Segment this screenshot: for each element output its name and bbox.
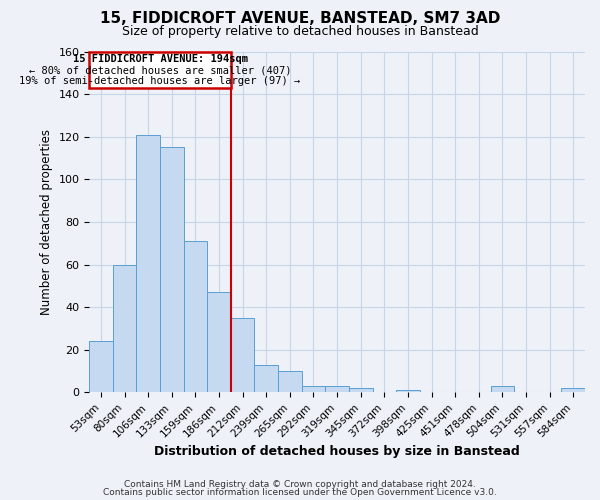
Bar — [254, 364, 278, 392]
Bar — [136, 134, 160, 392]
Bar — [349, 388, 373, 392]
Text: Size of property relative to detached houses in Banstead: Size of property relative to detached ho… — [122, 25, 478, 38]
Bar — [396, 390, 420, 392]
Bar — [325, 386, 349, 392]
Text: Contains HM Land Registry data © Crown copyright and database right 2024.: Contains HM Land Registry data © Crown c… — [124, 480, 476, 489]
Text: 15 FIDDICROFT AVENUE: 194sqm: 15 FIDDICROFT AVENUE: 194sqm — [73, 54, 248, 64]
Bar — [113, 264, 136, 392]
Text: Contains public sector information licensed under the Open Government Licence v3: Contains public sector information licen… — [103, 488, 497, 497]
Text: 15, FIDDICROFT AVENUE, BANSTEAD, SM7 3AD: 15, FIDDICROFT AVENUE, BANSTEAD, SM7 3AD — [100, 11, 500, 26]
FancyBboxPatch shape — [89, 52, 231, 88]
Bar — [207, 292, 231, 392]
Bar — [184, 241, 207, 392]
Text: 19% of semi-detached houses are larger (97) →: 19% of semi-detached houses are larger (… — [19, 76, 301, 86]
Bar — [491, 386, 514, 392]
Bar — [231, 318, 254, 392]
Bar — [278, 371, 302, 392]
Y-axis label: Number of detached properties: Number of detached properties — [40, 129, 53, 315]
Bar — [562, 388, 585, 392]
Bar — [302, 386, 325, 392]
Bar — [89, 341, 113, 392]
Text: ← 80% of detached houses are smaller (407): ← 80% of detached houses are smaller (40… — [29, 66, 291, 76]
X-axis label: Distribution of detached houses by size in Banstead: Distribution of detached houses by size … — [154, 444, 520, 458]
Bar — [160, 148, 184, 392]
